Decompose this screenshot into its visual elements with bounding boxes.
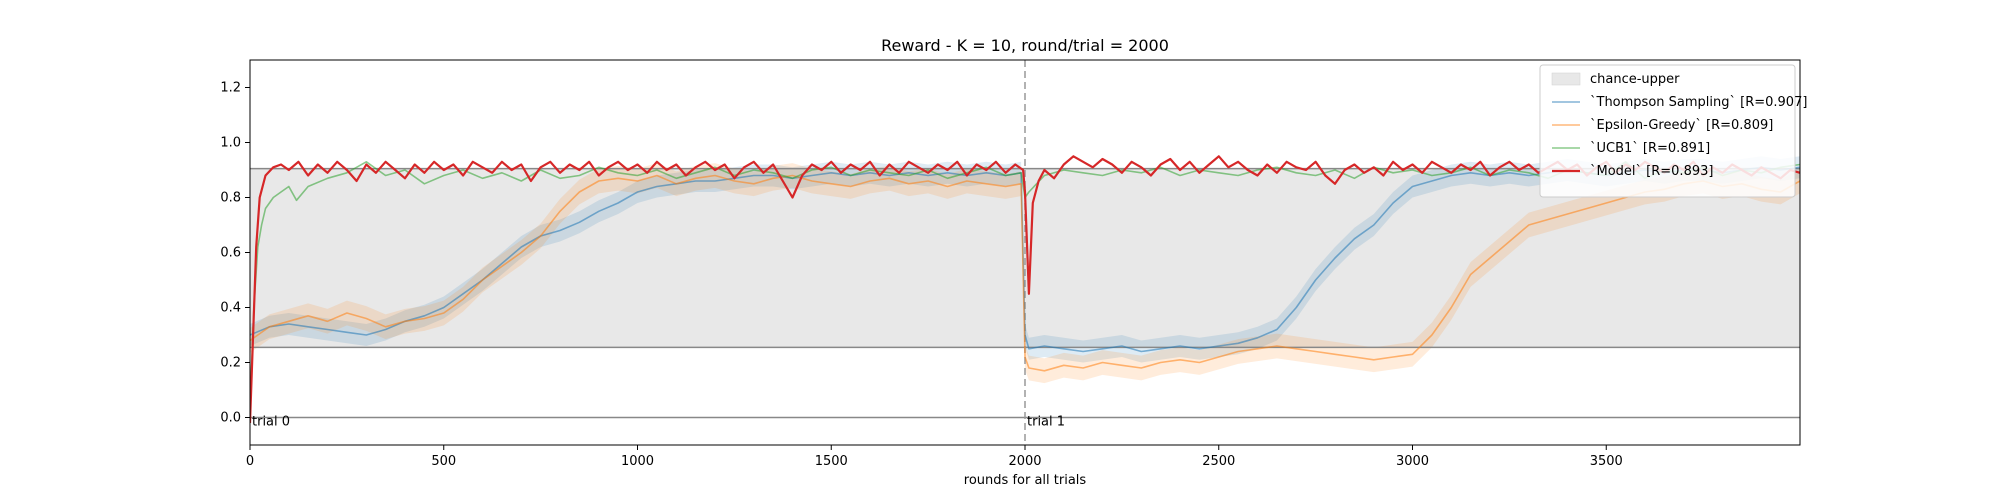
x-axis-ticks: 0 500 1000 1500 2000 2500 3000 3500 — [246, 445, 1623, 469]
x-tick-label: 500 — [431, 454, 456, 469]
trial-annotations: trial 0 trial 1 — [252, 415, 1065, 430]
y-tick-label: 0.0 — [220, 411, 241, 426]
legend-label-2: `UCB1` [R=0.891] — [1590, 141, 1710, 156]
x-tick-label: 1000 — [621, 454, 654, 469]
legend-label-1: `Epsilon-Greedy` [R=0.809] — [1590, 118, 1773, 133]
x-tick-label: 2500 — [1202, 454, 1235, 469]
series-lines — [250, 155, 1800, 424]
trial-annotation: trial 0 — [252, 415, 290, 430]
x-tick-label: 1500 — [815, 454, 848, 469]
legend: chance-upper `Thompson Sampling` [R=0.907… — [1539, 64, 1807, 198]
series-line-3 — [250, 155, 1800, 424]
y-tick-label: 1.2 — [220, 81, 241, 96]
legend-box — [1539, 64, 1796, 198]
legend-label-0: `Thompson Sampling` [R=0.907] — [1590, 95, 1807, 110]
series-line-2 — [250, 161, 1800, 404]
legend-label-chance-upper: chance-upper — [1590, 72, 1680, 87]
y-tick-label: 0.6 — [220, 246, 241, 261]
x-axis-label: rounds for all trials — [964, 473, 1087, 488]
x-tick-label: 0 — [246, 454, 254, 469]
x-tick-label: 3000 — [1396, 454, 1429, 469]
legend-swatch-chance-upper — [1551, 72, 1581, 86]
y-axis-ticks: 0.0 0.2 0.4 0.6 0.8 1.0 1.2 — [220, 81, 250, 426]
x-tick-label: 2000 — [1008, 454, 1041, 469]
y-tick-label: 0.4 — [220, 301, 241, 316]
legend-items: chance-upper `Thompson Sampling` [R=0.907… — [1551, 72, 1807, 179]
series-line-1 — [250, 174, 1800, 372]
y-tick-label: 0.2 — [220, 356, 241, 371]
y-tick-label: 0.8 — [220, 191, 241, 206]
chart-title: Reward - K = 10, round/trial = 2000 — [881, 36, 1169, 55]
trial-annotation: trial 1 — [1027, 415, 1065, 430]
legend-label-3: `Model` [R=0.893] — [1590, 164, 1713, 179]
x-tick-label: 3500 — [1590, 454, 1623, 469]
y-tick-label: 1.0 — [220, 136, 241, 151]
